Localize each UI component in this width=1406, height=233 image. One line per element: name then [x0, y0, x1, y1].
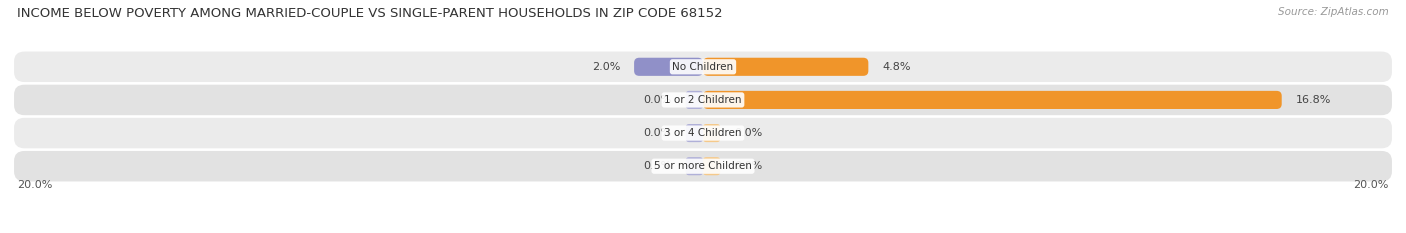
Text: 16.8%: 16.8%	[1295, 95, 1331, 105]
Text: 2.0%: 2.0%	[592, 62, 620, 72]
Text: 20.0%: 20.0%	[17, 180, 53, 190]
FancyBboxPatch shape	[703, 124, 720, 142]
Text: INCOME BELOW POVERTY AMONG MARRIED-COUPLE VS SINGLE-PARENT HOUSEHOLDS IN ZIP COD: INCOME BELOW POVERTY AMONG MARRIED-COUPL…	[17, 7, 723, 20]
Text: 0.0%: 0.0%	[644, 128, 672, 138]
FancyBboxPatch shape	[14, 85, 1392, 115]
Text: 20.0%: 20.0%	[1353, 180, 1389, 190]
FancyBboxPatch shape	[686, 124, 703, 142]
Text: 0.0%: 0.0%	[734, 161, 762, 171]
Text: 3 or 4 Children: 3 or 4 Children	[664, 128, 742, 138]
FancyBboxPatch shape	[14, 151, 1392, 182]
Text: 1 or 2 Children: 1 or 2 Children	[664, 95, 742, 105]
Text: 0.0%: 0.0%	[734, 128, 762, 138]
FancyBboxPatch shape	[703, 91, 1282, 109]
FancyBboxPatch shape	[14, 51, 1392, 82]
Text: Source: ZipAtlas.com: Source: ZipAtlas.com	[1278, 7, 1389, 17]
FancyBboxPatch shape	[634, 58, 703, 76]
FancyBboxPatch shape	[686, 91, 703, 109]
Text: 4.8%: 4.8%	[882, 62, 911, 72]
FancyBboxPatch shape	[686, 157, 703, 175]
Text: 0.0%: 0.0%	[644, 95, 672, 105]
Text: No Children: No Children	[672, 62, 734, 72]
Text: 5 or more Children: 5 or more Children	[654, 161, 752, 171]
FancyBboxPatch shape	[703, 157, 720, 175]
FancyBboxPatch shape	[14, 118, 1392, 148]
Text: 0.0%: 0.0%	[644, 161, 672, 171]
FancyBboxPatch shape	[703, 58, 869, 76]
